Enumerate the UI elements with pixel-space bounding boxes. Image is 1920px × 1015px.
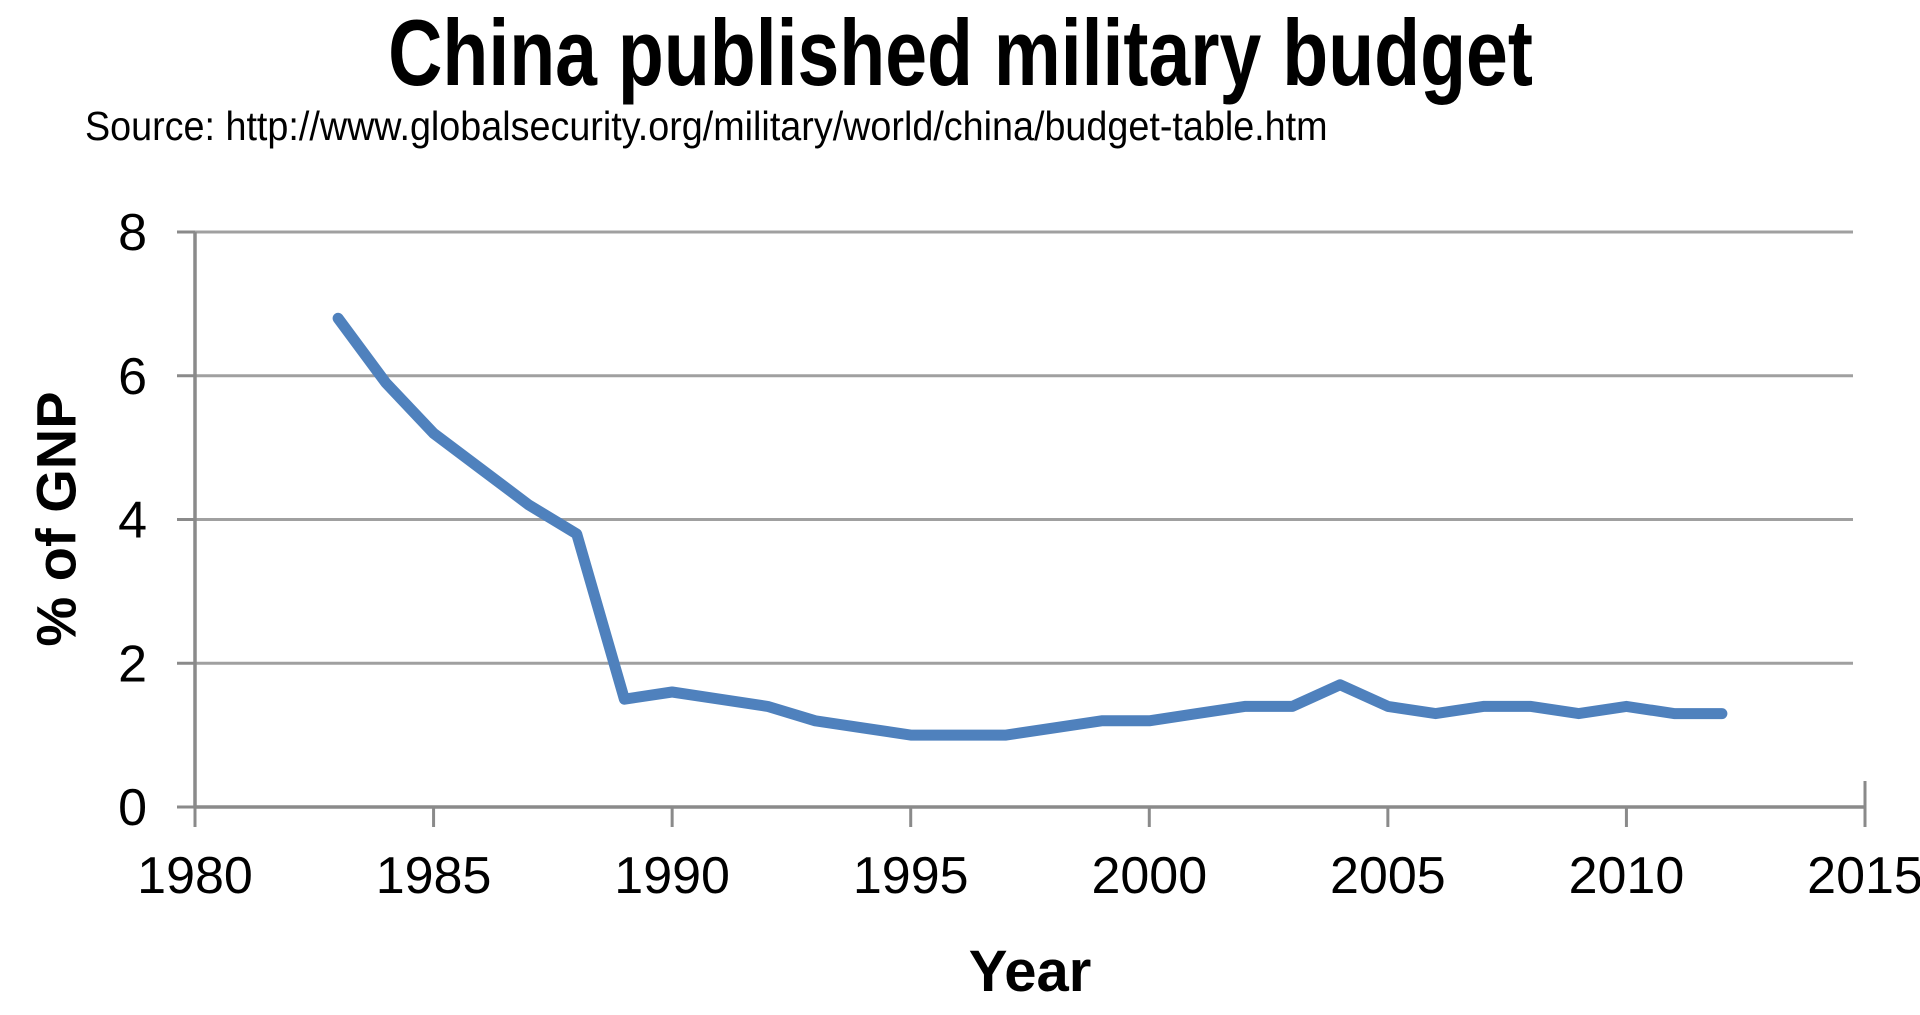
gridlines-group bbox=[195, 230, 1853, 665]
x-tick-label-1980: 1980 bbox=[137, 847, 253, 905]
x-tick-label-2005: 2005 bbox=[1330, 847, 1446, 905]
x-tick-label-2000: 2000 bbox=[1091, 847, 1207, 905]
y-tick-label-4: 4 bbox=[118, 492, 147, 550]
y-tick-label-2: 2 bbox=[118, 635, 147, 693]
budget-line-series-0 bbox=[332, 312, 1728, 741]
data-series-group bbox=[332, 312, 1728, 741]
x-tick-label-1985: 1985 bbox=[376, 847, 492, 905]
y-tick-label-0: 0 bbox=[118, 779, 147, 837]
x-axis-title: Year bbox=[968, 939, 1092, 1004]
y-tick-label-8: 8 bbox=[118, 204, 147, 262]
x-tick-label-2015: 2015 bbox=[1807, 847, 1920, 905]
x-tick-label-1990: 1990 bbox=[614, 847, 730, 905]
source-caption: Source: http://www.globalsecurity.org/mi… bbox=[85, 103, 1328, 149]
tick-labels-group: 0 2 4 6 8 1980 1985 1990 1995 2000 2005 2010 2015 bbox=[118, 204, 1920, 905]
chart-title: China published military budget bbox=[0, 6, 1920, 100]
x-tick-label-2010: 2010 bbox=[1569, 847, 1685, 905]
y-tick-label-6: 6 bbox=[118, 348, 147, 406]
chart-title-text: China published military budget bbox=[387, 0, 1533, 105]
ticks-group bbox=[177, 230, 1867, 827]
x-tick-label-1995: 1995 bbox=[853, 847, 969, 905]
